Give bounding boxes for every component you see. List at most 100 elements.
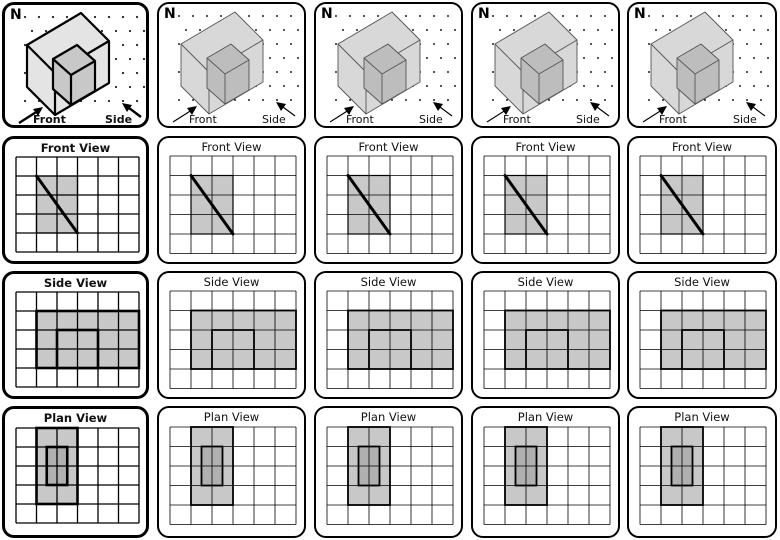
grid-dot [349,15,351,17]
side-view-title: Side View [517,275,574,289]
side-view-grid [483,290,611,389]
grid-dot [753,85,755,87]
grid-dot [655,29,657,31]
grid-dot [128,29,132,33]
grid-dot [192,99,194,101]
grid-dot [454,29,456,31]
front-view-grid [483,155,611,254]
grid-dot [283,29,285,31]
side-view-grid [639,290,767,389]
grid-dot [447,99,449,101]
side-arrow-head [122,103,132,112]
grid-dot [576,99,578,101]
grid-dot [611,85,613,87]
grid-dot [121,15,125,19]
grid-dot [492,71,494,73]
north-label: N [164,6,176,22]
grid-dot [433,15,435,17]
isometric-drawing [18,11,146,125]
grid-dot [597,57,599,59]
grid-dot [506,99,508,101]
grid-dot [760,43,762,45]
grid-dot [562,99,564,101]
grid-dot [562,15,564,17]
iso-card-1: N Front Side [2,2,149,128]
grid-dot [335,99,337,101]
grid-dot [690,15,692,17]
grid-dot [114,29,118,33]
grid-dot [276,15,278,17]
side-label: Side [576,113,600,126]
grid-dot [135,43,139,47]
grid-dot [454,57,456,59]
iso-card-4: N Front Side [471,2,620,128]
grid-dot [454,85,456,87]
grid-dot [746,99,748,101]
grid-dot [93,15,97,19]
shaded-region [347,309,454,370]
plan-view-card-4: Plan View [471,406,620,538]
side-label: Side [262,113,286,126]
side-view-card-5: Side View [627,271,777,399]
side-view-card-2: Side View [157,271,306,399]
grid-dot [178,71,180,73]
front-view-card-5: Front View [627,136,777,264]
grid-dot [739,57,741,59]
grid-dot [283,57,285,59]
grid-dot [746,15,748,17]
side-view-title: Side View [360,275,417,289]
side-view-grid [326,290,454,389]
side-view-title: Side View [43,276,108,290]
grid-dot [23,43,27,47]
front-view-card-2: Front View [157,136,306,264]
front-label: Front [346,113,374,126]
grid-dot [276,43,278,45]
grid-dot [135,99,139,103]
grid-dot [648,99,650,101]
grid-dot [669,29,671,31]
grid-dot [492,43,494,45]
grid-dot [276,99,278,101]
grid-dot [412,29,414,31]
plan-view-grid [483,426,611,525]
grid-dot [725,29,727,31]
grid-dot [604,99,606,101]
grid-dot [433,43,435,45]
grid-dot [349,99,351,101]
grid-dot [718,99,720,101]
plan-view-grid [169,426,297,525]
side-view-title: Side View [674,275,730,289]
grid-dot [178,43,180,45]
grid-dot [107,99,111,103]
grid-dot [100,29,104,33]
grid-dot [248,99,250,101]
plan-view-title: Plan View [517,410,574,424]
grid-dot [492,99,494,101]
grid-dot [718,15,720,17]
grid-dot [342,29,344,31]
front-view-card-3: Front View [314,136,463,264]
plan-view-card-2: Plan View [157,406,306,538]
grid-dot [142,29,146,33]
grid-dot [492,15,494,17]
side-view-grid [169,290,297,389]
grid-dot [419,99,421,101]
grid-dot [676,15,678,17]
grid-dot [391,99,393,101]
grid-dot [662,15,664,17]
grid-dot [604,71,606,73]
grid-dot [569,29,571,31]
side-label: Side [419,113,443,126]
grid-dot [121,43,125,47]
grid-dot [220,15,222,17]
side-arrow-head [433,102,443,111]
side-view-card-3: Side View [314,271,463,399]
isometric-drawing [486,11,613,123]
grid-dot [583,57,585,59]
grid-dot [440,29,442,31]
front-arrow-head [344,106,354,115]
side-view-grid [15,291,141,388]
grid-dot [65,15,69,19]
grid-dot [185,29,187,31]
front-view-title: Front View [515,140,576,154]
